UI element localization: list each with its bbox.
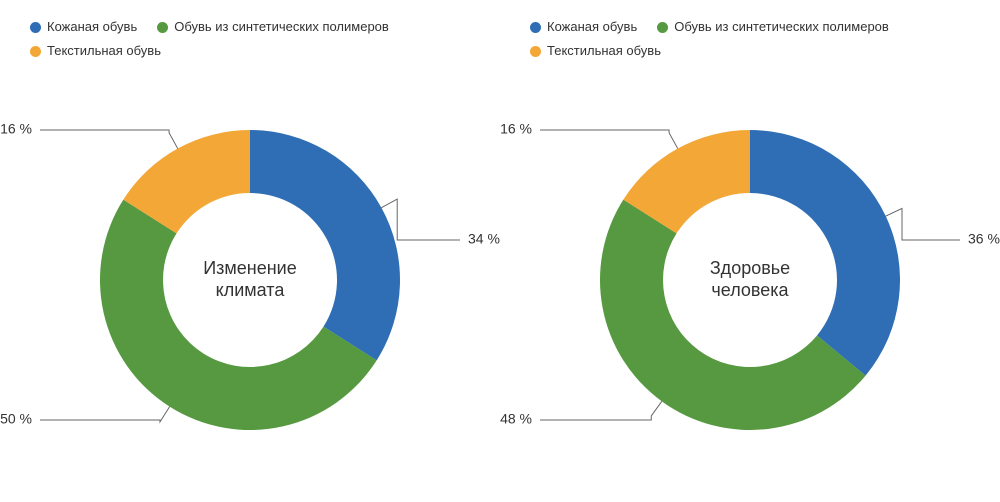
leader-leather [381, 199, 460, 240]
page: Кожаная обувь Обувь из синтетических пол… [0, 0, 1000, 502]
leader-textile [40, 130, 178, 149]
leader-textile [540, 130, 678, 149]
donut-climate: 34 % 50 % 16 % Изменениеклимата [0, 0, 500, 502]
center-label-line: Изменение [203, 258, 297, 278]
donut-health: 36 % 48 % 16 % Здоровьечеловека [500, 0, 1000, 502]
panel-health: Кожаная обувь Обувь из синтетических пол… [500, 0, 1000, 502]
slice-label-textile: 16 % [0, 121, 32, 137]
slice-leather [250, 130, 400, 360]
slice-label-leather: 34 % [468, 231, 500, 247]
leader-synthetic [540, 401, 662, 420]
center-label-line: Здоровье [710, 258, 790, 278]
center-label-line: климата [216, 280, 286, 300]
panel-climate: Кожаная обувь Обувь из синтетических пол… [0, 0, 500, 502]
slice-label-synthetic: 50 % [0, 411, 32, 427]
slice-label-leather: 36 % [968, 231, 1000, 247]
center-label-line: человека [711, 280, 789, 300]
slice-leather [750, 130, 900, 376]
leader-leather [886, 208, 960, 240]
leader-synthetic [40, 407, 170, 422]
slice-label-synthetic: 48 % [500, 411, 532, 427]
slice-label-textile: 16 % [500, 121, 532, 137]
